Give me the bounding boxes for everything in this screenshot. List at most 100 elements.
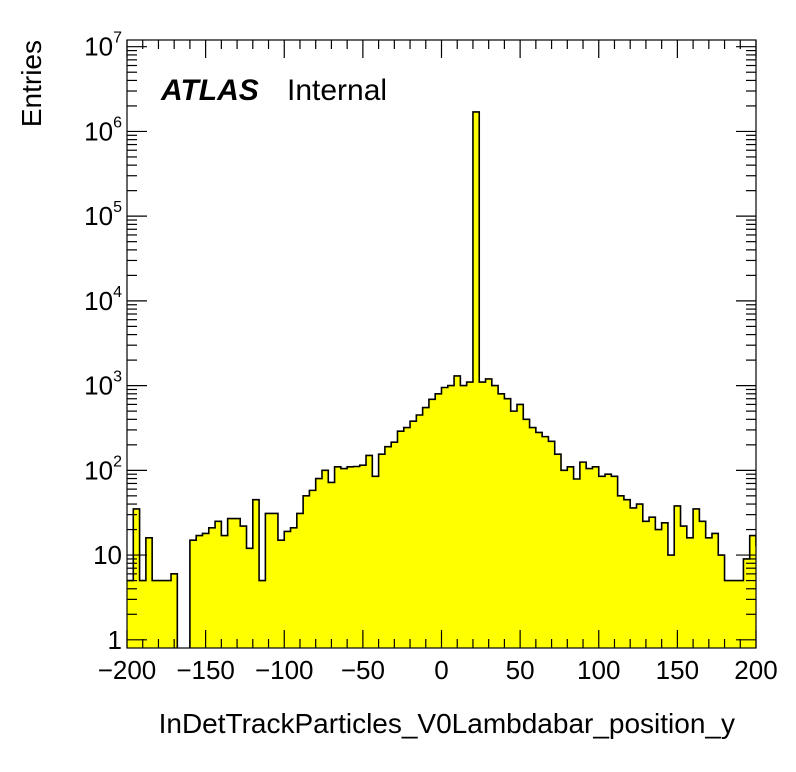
histogram-bin (649, 517, 656, 648)
x-tick-label: −50 (341, 655, 385, 685)
histogram-bin (762, 540, 769, 658)
histogram-bin (769, 552, 776, 658)
histogram-bin (472, 111, 480, 648)
y-tick-labels: 1 10 102 103 104 105 106 107 (84, 30, 122, 655)
histogram-bin (460, 385, 468, 648)
histogram-bin (171, 573, 178, 648)
histogram-bin (428, 399, 436, 648)
histogram-bin (315, 478, 323, 648)
histogram-bin (548, 441, 556, 648)
histogram-bin (781, 538, 788, 658)
histogram-bin (139, 580, 147, 648)
histogram-bin (447, 385, 455, 648)
histogram-bin (718, 555, 725, 648)
histogram-bin (366, 455, 373, 648)
histogram-bin (359, 465, 367, 648)
histogram-bin (655, 529, 663, 648)
histogram-bin (605, 474, 612, 648)
histogram-bin (504, 398, 512, 648)
histogram-bin (303, 495, 310, 648)
histogram-bin (202, 533, 210, 648)
histogram-bin (240, 526, 247, 648)
histogram-bin (145, 537, 153, 648)
histogram-bin (347, 466, 354, 648)
x-tick-label: 50 (506, 655, 535, 685)
histogram-bin (775, 555, 782, 658)
histogram-bin (133, 508, 140, 648)
histogram-bin (221, 535, 229, 648)
histogram-bin (561, 470, 568, 648)
histogram-bin (422, 407, 430, 648)
x-tick-label: 100 (577, 655, 620, 685)
x-tick-label: 150 (656, 655, 699, 685)
histogram-bin (516, 404, 524, 648)
histogram-bin (711, 533, 719, 648)
histogram-bin (391, 442, 398, 648)
y-tick-label: 106 (84, 114, 122, 146)
histogram-bin (403, 427, 411, 648)
histogram-bin (529, 427, 537, 648)
histogram-bin (441, 387, 449, 648)
histogram-bin (491, 385, 499, 648)
histogram-bin (667, 555, 675, 648)
axis-ticks (126, 40, 757, 648)
histogram-bin (208, 527, 216, 648)
histogram-bin (498, 393, 505, 648)
histogram-bin (510, 411, 518, 648)
histogram-bin (699, 521, 707, 648)
histogram-bin (290, 527, 298, 648)
histogram-bin (284, 531, 291, 648)
y-tick-label: 107 (84, 30, 122, 62)
atlas-label: ATLAS (160, 74, 259, 107)
histogram-bin (592, 466, 600, 648)
histogram-bin (158, 580, 166, 648)
histogram-bin (674, 505, 681, 648)
histogram-bin (454, 375, 461, 648)
histogram-bin (435, 393, 442, 648)
x-tick-labels: −200 −150 −100 −50 0 50 100 150 200 (98, 655, 778, 685)
histogram-bin (611, 476, 619, 648)
internal-label: Internal (287, 74, 387, 107)
y-tick-label: 102 (84, 453, 122, 485)
y-tick-label: 104 (84, 284, 122, 316)
histogram-outline (127, 111, 756, 648)
y-axis-title: Entries (16, 40, 47, 127)
y-tick-label: 103 (84, 369, 122, 401)
histogram-bin (215, 521, 222, 648)
histogram-bin (259, 580, 266, 648)
histogram-bin (397, 431, 405, 648)
histogram-bin (737, 580, 744, 648)
histogram-bin (485, 378, 493, 648)
histogram-bin (579, 462, 587, 648)
histogram-bin (353, 466, 361, 648)
histogram-bin (630, 507, 637, 648)
histogram-bin (542, 436, 549, 648)
histogram-bin (384, 446, 392, 648)
histogram-bin (479, 382, 486, 648)
x-tick-label: 0 (434, 655, 448, 685)
histogram-bin (523, 419, 530, 648)
x-tick-label: −200 (98, 655, 157, 685)
x-tick-label: −100 (255, 655, 314, 685)
histogram-bin (252, 499, 260, 648)
histogram-bin (189, 540, 197, 648)
histogram-step-line (127, 111, 756, 648)
histogram-bin (328, 482, 335, 648)
histogram-bin (787, 548, 794, 658)
histogram-bin (705, 537, 713, 648)
histogram-bin (416, 414, 424, 648)
histogram-bin (756, 545, 763, 658)
y-tick-label: 10 (93, 540, 122, 570)
histogram-bin (296, 513, 304, 648)
plot-frame (126, 39, 757, 649)
histogram-bin (686, 537, 694, 648)
histogram-bin (749, 535, 756, 648)
histogram-bin (573, 479, 581, 648)
x-axis-title: InDetTrackParticles_V0Lambdabar_position… (159, 708, 735, 739)
histogram-bin (233, 518, 241, 648)
y-tick-label: 105 (84, 199, 122, 231)
histogram-bin (340, 468, 348, 648)
histogram-bin (730, 580, 738, 648)
histogram-bin (567, 466, 574, 648)
